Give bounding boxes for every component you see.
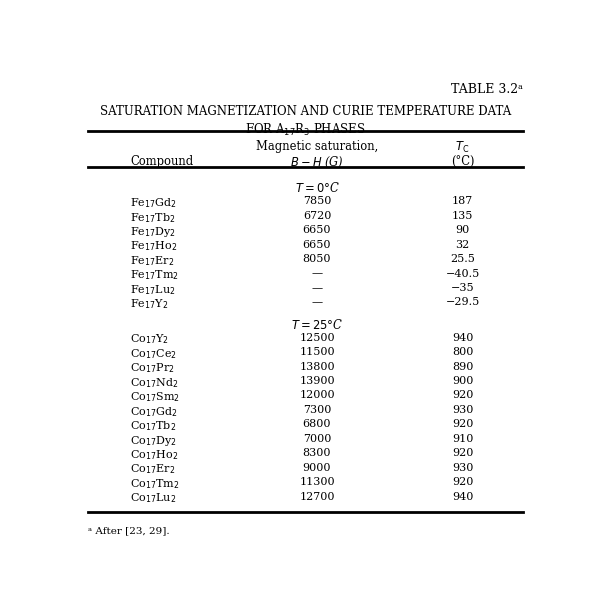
Text: $T_\mathrm{C}$: $T_\mathrm{C}$ <box>455 140 470 155</box>
Text: 910: 910 <box>452 434 473 444</box>
Text: Compound: Compound <box>130 155 193 168</box>
Text: 9000: 9000 <box>303 462 331 473</box>
Text: −35: −35 <box>451 283 474 293</box>
Text: 8050: 8050 <box>303 254 331 264</box>
Text: 940: 940 <box>452 492 473 501</box>
Text: Co$_{17}$Lu$_2$: Co$_{17}$Lu$_2$ <box>130 492 176 506</box>
Text: —: — <box>312 283 322 293</box>
Text: Fe$_{17}$Tm$_2$: Fe$_{17}$Tm$_2$ <box>130 268 179 282</box>
Text: 13800: 13800 <box>299 362 335 371</box>
Text: 7850: 7850 <box>303 196 331 206</box>
Text: Fe$_{17}$Y$_2$: Fe$_{17}$Y$_2$ <box>130 298 168 311</box>
Text: 930: 930 <box>452 405 473 415</box>
Text: $B - H$ (G): $B - H$ (G) <box>290 155 344 170</box>
Text: SATURATION MAGNETIZATION AND CURIE TEMPERATURE DATA: SATURATION MAGNETIZATION AND CURIE TEMPE… <box>100 105 511 118</box>
Text: 6650: 6650 <box>303 225 331 235</box>
Text: Co$_{17}$Y$_2$: Co$_{17}$Y$_2$ <box>130 332 169 346</box>
Text: Co$_{17}$Gd$_2$: Co$_{17}$Gd$_2$ <box>130 405 178 419</box>
Text: ᵃ After [23, 29].: ᵃ After [23, 29]. <box>88 526 170 535</box>
Text: 32: 32 <box>455 240 470 250</box>
Text: 940: 940 <box>452 332 473 343</box>
Text: Fe$_{17}$Dy$_2$: Fe$_{17}$Dy$_2$ <box>130 225 176 239</box>
Text: Co$_{17}$Ce$_2$: Co$_{17}$Ce$_2$ <box>130 347 177 361</box>
Text: —: — <box>312 298 322 307</box>
Text: Fe$_{17}$Tb$_2$: Fe$_{17}$Tb$_2$ <box>130 211 175 225</box>
Text: Co$_{17}$Sm$_2$: Co$_{17}$Sm$_2$ <box>130 391 180 404</box>
Text: Fe$_{17}$Gd$_2$: Fe$_{17}$Gd$_2$ <box>130 196 177 210</box>
Text: Fe$_{17}$Er$_2$: Fe$_{17}$Er$_2$ <box>130 254 174 268</box>
Text: 25.5: 25.5 <box>450 254 475 264</box>
Text: 12700: 12700 <box>299 492 335 501</box>
Text: Fe$_{17}$Ho$_2$: Fe$_{17}$Ho$_2$ <box>130 240 177 253</box>
Text: 12500: 12500 <box>299 332 335 343</box>
Text: Co$_{17}$Nd$_2$: Co$_{17}$Nd$_2$ <box>130 376 179 390</box>
Text: Co$_{17}$Tm$_2$: Co$_{17}$Tm$_2$ <box>130 477 179 491</box>
Text: 187: 187 <box>452 196 473 206</box>
Text: 13900: 13900 <box>299 376 335 386</box>
Text: $T = 25\degree$C: $T = 25\degree$C <box>291 317 343 332</box>
Text: Co$_{17}$Tb$_2$: Co$_{17}$Tb$_2$ <box>130 419 176 433</box>
Text: 930: 930 <box>452 462 473 473</box>
Text: 90: 90 <box>455 225 470 235</box>
Text: FOR A$_{17}$R$_3$ PHASES: FOR A$_{17}$R$_3$ PHASES <box>245 122 366 138</box>
Text: Co$_{17}$Ho$_2$: Co$_{17}$Ho$_2$ <box>130 448 178 462</box>
Text: Magnetic saturation,: Magnetic saturation, <box>256 140 378 153</box>
Text: (°C): (°C) <box>451 155 474 168</box>
Text: 7300: 7300 <box>303 405 331 415</box>
Text: —: — <box>312 268 322 279</box>
Text: 920: 920 <box>452 477 473 487</box>
Text: 6720: 6720 <box>303 211 331 221</box>
Text: Co$_{17}$Pr$_2$: Co$_{17}$Pr$_2$ <box>130 362 175 376</box>
Text: 920: 920 <box>452 419 473 429</box>
Text: 920: 920 <box>452 391 473 400</box>
Text: 11300: 11300 <box>299 477 335 487</box>
Text: Fe$_{17}$Lu$_2$: Fe$_{17}$Lu$_2$ <box>130 283 175 297</box>
Text: 890: 890 <box>452 362 473 371</box>
Text: 6800: 6800 <box>303 419 331 429</box>
Text: 900: 900 <box>452 376 473 386</box>
Text: 6650: 6650 <box>303 240 331 250</box>
Text: TABLE 3.2ᵃ: TABLE 3.2ᵃ <box>451 83 523 96</box>
Text: 920: 920 <box>452 448 473 458</box>
Text: Co$_{17}$Dy$_2$: Co$_{17}$Dy$_2$ <box>130 434 177 448</box>
Text: 135: 135 <box>452 211 473 221</box>
Text: 11500: 11500 <box>299 347 335 357</box>
Text: −29.5: −29.5 <box>445 298 480 307</box>
Text: 12000: 12000 <box>299 391 335 400</box>
Text: 8300: 8300 <box>303 448 331 458</box>
Text: 800: 800 <box>452 347 473 357</box>
Text: $T = 0\degree$C: $T = 0\degree$C <box>294 181 339 195</box>
Text: 7000: 7000 <box>303 434 331 444</box>
Text: −40.5: −40.5 <box>445 268 480 279</box>
Text: Co$_{17}$Er$_2$: Co$_{17}$Er$_2$ <box>130 462 175 476</box>
